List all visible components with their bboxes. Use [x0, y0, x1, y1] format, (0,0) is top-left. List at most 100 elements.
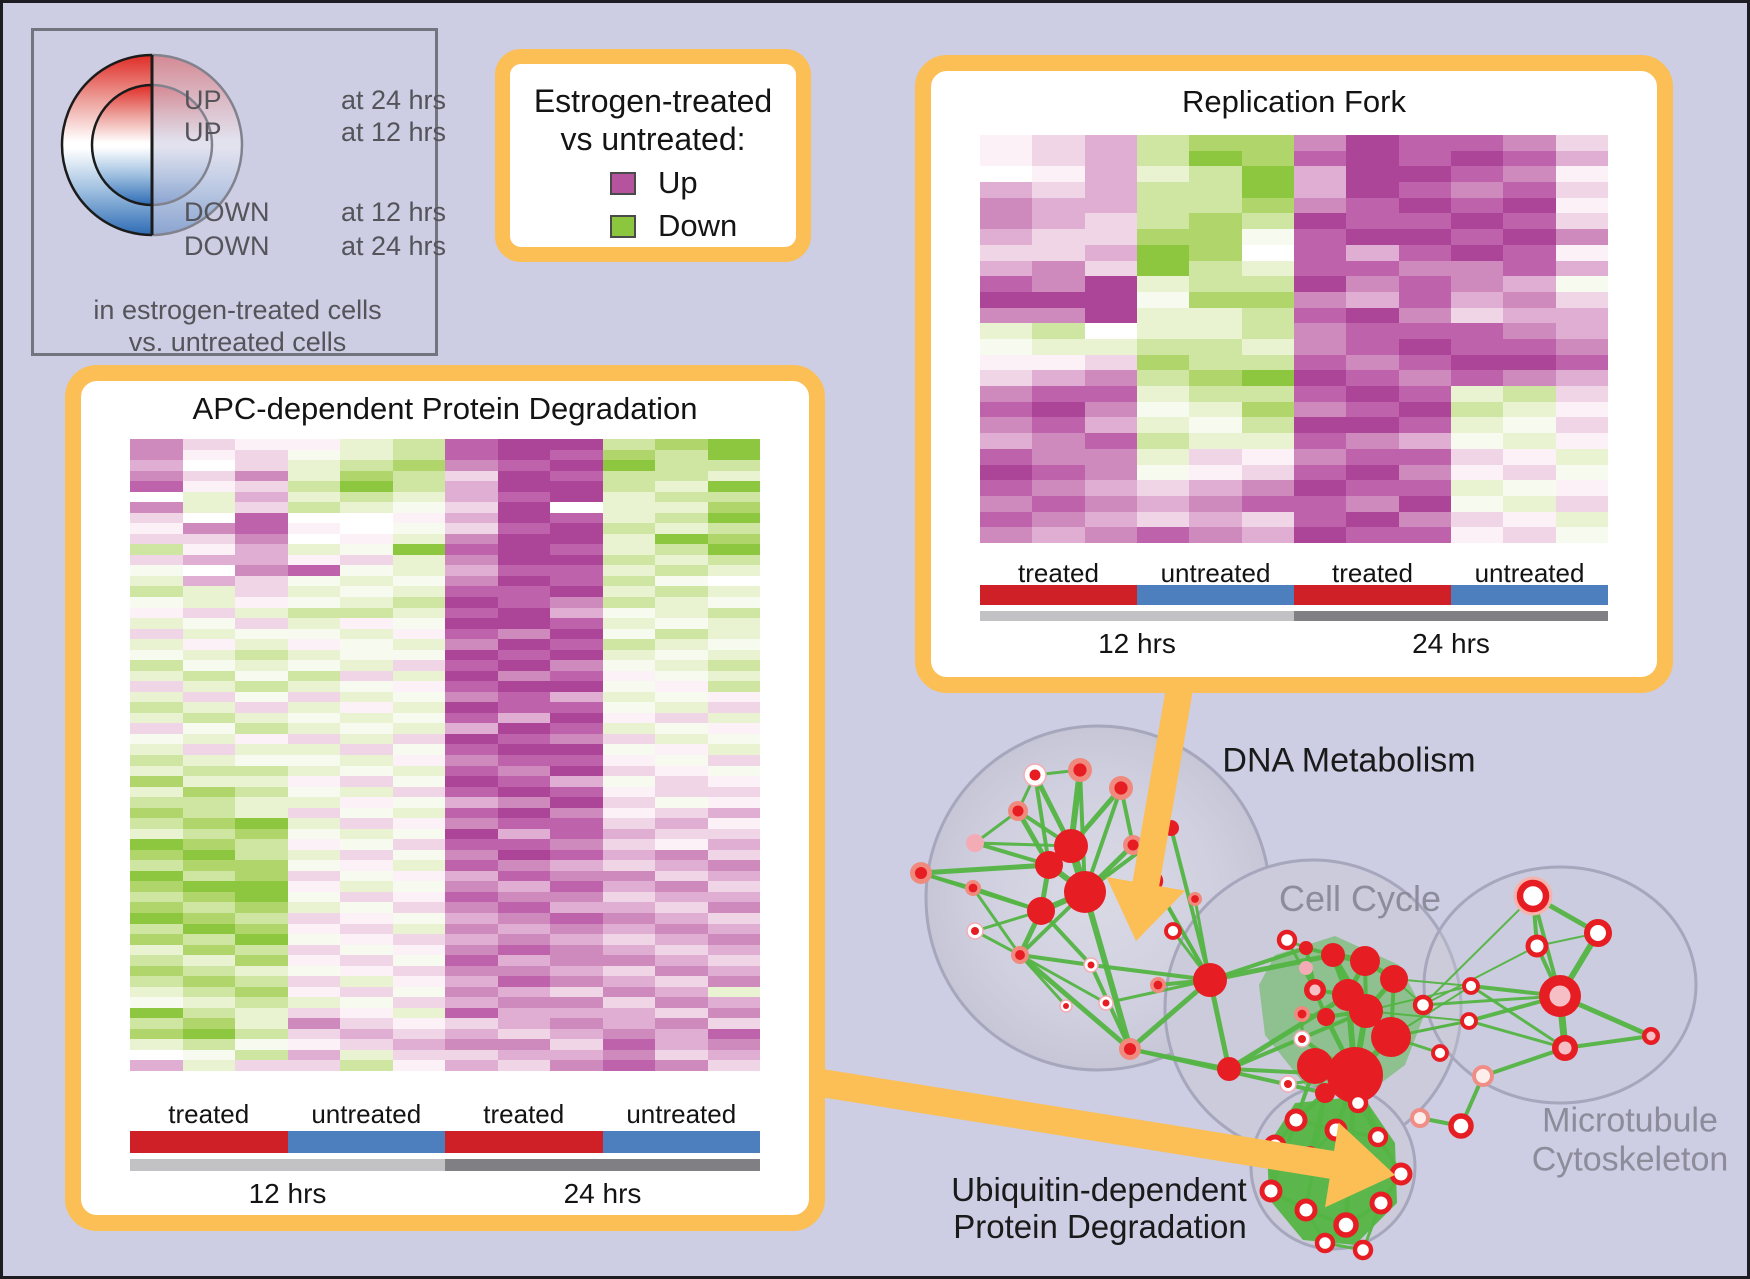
heatmap-cell — [287, 449, 340, 461]
heatmap-cell — [1241, 244, 1294, 261]
heatmap-cell — [1346, 354, 1399, 371]
heatmap-cell — [235, 712, 288, 724]
heatmap-cell — [1189, 323, 1242, 339]
heatmap-cell — [287, 891, 340, 903]
heatmap-cell — [130, 1049, 183, 1061]
heatmap-cell — [235, 607, 288, 619]
heatmap-cell — [550, 491, 603, 503]
heatmap-cell — [550, 881, 603, 892]
heatmap-cell — [445, 660, 498, 671]
heatmap-cell — [235, 965, 288, 977]
heatmap-cell — [340, 649, 393, 661]
heatmap-cell — [182, 955, 235, 966]
heatmap-cell — [445, 860, 498, 871]
heatmap-cell — [340, 828, 393, 840]
heatmap-cell — [392, 997, 445, 1008]
heatmap-cell — [1398, 276, 1451, 292]
heatmap-cell — [182, 639, 235, 650]
heatmap-cell — [235, 818, 288, 829]
heatmap-cell — [1503, 417, 1556, 434]
heatmap-cell — [550, 786, 603, 798]
heatmap-cell — [340, 818, 393, 829]
heatmap-cell — [1189, 213, 1242, 230]
heatmap-cell — [550, 1039, 603, 1050]
gene-node-faint — [1472, 1065, 1494, 1087]
heatmap-cell — [182, 649, 235, 661]
heatmap-cell — [1450, 260, 1504, 277]
heatmap-cell — [1293, 417, 1347, 434]
gene-node-up — [1217, 1057, 1241, 1081]
heatmap-cell — [1241, 338, 1294, 355]
heatmap-cell — [1241, 182, 1294, 198]
heatmap-cell — [130, 1018, 183, 1029]
heatmap-cell — [287, 881, 340, 892]
heatmap-cell — [655, 755, 708, 766]
heatmap-cell — [445, 712, 498, 724]
heatmap-cell — [445, 502, 498, 513]
heatmap-cell — [655, 965, 708, 977]
gene-node-faint — [1410, 1108, 1430, 1128]
heatmap-cell — [1084, 480, 1137, 496]
heatmap-cell — [392, 628, 445, 640]
heatmap-cell — [707, 733, 760, 745]
gene-node-core — [1549, 985, 1571, 1007]
heatmap-cell — [130, 976, 183, 987]
heatmap-cell — [130, 544, 183, 555]
heatmap-cell — [1136, 197, 1190, 214]
heatmap-cell — [445, 765, 498, 777]
heatmap-cell — [1503, 307, 1556, 324]
legend-row-up24: UP at 24 hrs — [184, 85, 446, 115]
heatmap-cell — [392, 786, 445, 798]
heatmap-cell — [655, 660, 708, 671]
heatmap-cell — [655, 997, 708, 1008]
heatmap-cell — [497, 460, 550, 471]
heatmap-cell — [287, 1007, 340, 1019]
heatmap-cell — [1189, 291, 1242, 308]
heatmap-cell — [707, 1018, 760, 1029]
heatmap-cell — [287, 744, 340, 755]
heatmap-cell — [655, 891, 708, 903]
heatmap-cell — [980, 276, 1033, 292]
heatmap-cell — [1189, 229, 1242, 245]
gene-node-down — [1412, 994, 1434, 1016]
heatmap-cell — [707, 449, 760, 461]
heatmap-cell — [655, 449, 708, 461]
cluster-label: Cytoskeleton — [1531, 1140, 1729, 1179]
heatmap-cell — [1398, 511, 1451, 528]
heatmap-cell — [445, 828, 498, 840]
heatmap-cell — [550, 923, 603, 935]
heatmap-cell — [1032, 276, 1085, 292]
heatmap-cell — [1293, 354, 1347, 371]
heatmap-cell — [445, 976, 498, 987]
heatmap-cell — [182, 839, 235, 850]
network-edge — [1018, 953, 1108, 1005]
gene-node-core — [968, 883, 978, 893]
heatmap-cell — [130, 712, 183, 724]
heatmap-cell — [182, 1028, 235, 1040]
heatmap-cell — [287, 786, 340, 798]
heatmap-cell — [182, 1060, 235, 1071]
heatmap-cell — [340, 660, 393, 671]
heatmap-cell — [340, 565, 393, 576]
heatmap-cell — [392, 565, 445, 576]
heatmap-cell — [1136, 135, 1190, 151]
network-edge — [1469, 984, 1567, 1050]
heatmap-cell — [707, 923, 760, 935]
heatmap-cell — [1189, 480, 1242, 496]
heatmap-cell — [602, 565, 655, 576]
heatmap-cell — [235, 502, 288, 513]
heatmap-cell — [1032, 135, 1085, 151]
heatmap-cell — [340, 913, 393, 924]
heatmap-cell — [287, 628, 340, 640]
heatmap-cell — [602, 712, 655, 724]
heatmap-cell — [1555, 150, 1608, 167]
heatmap-cell — [1293, 182, 1347, 198]
heatmap-cell — [602, 554, 655, 566]
heatmap-cell — [445, 965, 498, 977]
heatmap-cell — [1346, 182, 1399, 198]
heatmap-cell — [602, 607, 655, 619]
heatmap-cell — [980, 323, 1033, 339]
heatmap-cell — [602, 860, 655, 871]
heatmap-cell — [182, 797, 235, 808]
heatmap-cell — [1398, 401, 1451, 418]
